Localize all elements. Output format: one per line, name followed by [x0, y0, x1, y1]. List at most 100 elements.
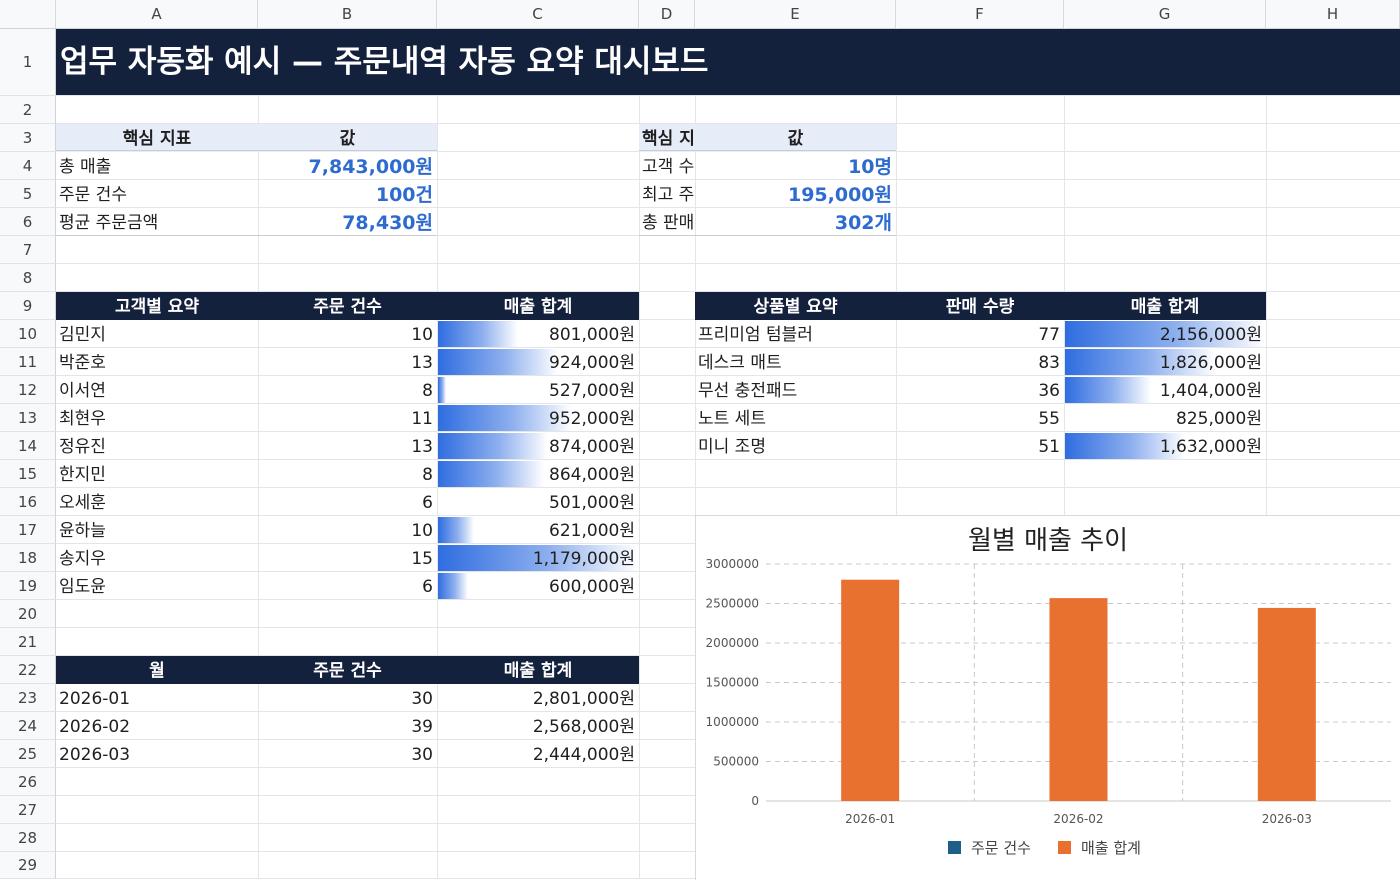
row-header-3[interactable]: 3	[0, 124, 56, 152]
product-quantity[interactable]: 55	[896, 404, 1064, 432]
kpi-value[interactable]: 195,000원	[695, 180, 896, 208]
customer-order-count[interactable]: 11	[258, 404, 437, 432]
month-sales[interactable]: 2,801,000원	[437, 684, 639, 712]
kpi-value[interactable]: 78,430원	[258, 208, 437, 236]
column-header-c[interactable]: C	[437, 0, 639, 28]
column-header-d[interactable]: D	[639, 0, 695, 28]
row-header-26[interactable]: 26	[0, 768, 56, 796]
row-header-10[interactable]: 10	[0, 320, 56, 348]
kpi-label[interactable]: 고객 수	[639, 152, 695, 180]
row-header-24[interactable]: 24	[0, 712, 56, 740]
row-header-8[interactable]: 8	[0, 264, 56, 292]
customer-order-count[interactable]: 8	[258, 376, 437, 404]
product-table-header[interactable]: 매출 합계	[1064, 292, 1266, 320]
product-name[interactable]: 노트 세트	[695, 404, 896, 432]
product-name[interactable]: 미니 조명	[695, 432, 896, 460]
row-header-29[interactable]: 29	[0, 852, 56, 879]
row-header-17[interactable]: 17	[0, 516, 56, 544]
row-header-13[interactable]: 13	[0, 404, 56, 432]
customer-table-header[interactable]: 주문 건수	[258, 292, 437, 320]
product-table-header[interactable]: 판매 수량	[896, 292, 1064, 320]
month-label[interactable]: 2026-01	[56, 684, 258, 712]
customer-name[interactable]: 윤하늘	[56, 516, 258, 544]
customer-table-header[interactable]: 매출 합계	[437, 292, 639, 320]
kpi-label[interactable]: 평균 주문금액	[56, 208, 258, 236]
row-header-25[interactable]: 25	[0, 740, 56, 768]
customer-order-count[interactable]: 13	[258, 348, 437, 376]
product-sales[interactable]: 1,632,000원	[1064, 432, 1266, 460]
kpi-value[interactable]: 10명	[695, 152, 896, 180]
customer-sales[interactable]: 527,000원	[437, 376, 639, 404]
month-table-header[interactable]: 매출 합계	[437, 656, 639, 684]
customer-sales[interactable]: 801,000원	[437, 320, 639, 348]
customer-name[interactable]: 최현우	[56, 404, 258, 432]
row-header-21[interactable]: 21	[0, 628, 56, 656]
row-header-9[interactable]: 9	[0, 292, 56, 320]
month-label[interactable]: 2026-03	[56, 740, 258, 768]
customer-sales[interactable]: 952,000원	[437, 404, 639, 432]
customer-sales[interactable]: 864,000원	[437, 460, 639, 488]
column-header-g[interactable]: G	[1064, 0, 1266, 28]
product-sales[interactable]: 1,826,000원	[1064, 348, 1266, 376]
customer-order-count[interactable]: 10	[258, 516, 437, 544]
customer-name[interactable]: 한지민	[56, 460, 258, 488]
row-header-5[interactable]: 5	[0, 180, 56, 208]
row-header-14[interactable]: 14	[0, 432, 56, 460]
kpi-header-label[interactable]: 핵심 지표	[56, 124, 258, 152]
row-header-12[interactable]: 12	[0, 376, 56, 404]
customer-order-count[interactable]: 13	[258, 432, 437, 460]
product-table-header[interactable]: 상품별 요약	[695, 292, 896, 320]
kpi-label[interactable]: 총 판매	[639, 208, 695, 236]
product-name[interactable]: 무선 충전패드	[695, 376, 896, 404]
row-header-20[interactable]: 20	[0, 600, 56, 628]
product-quantity[interactable]: 36	[896, 376, 1064, 404]
kpi-value[interactable]: 302개	[695, 208, 896, 236]
customer-name[interactable]: 김민지	[56, 320, 258, 348]
product-quantity[interactable]: 51	[896, 432, 1064, 460]
column-header-b[interactable]: B	[258, 0, 437, 28]
product-name[interactable]: 데스크 매트	[695, 348, 896, 376]
row-header-22[interactable]: 22	[0, 656, 56, 684]
product-quantity[interactable]: 83	[896, 348, 1064, 376]
column-header-e[interactable]: E	[695, 0, 896, 28]
column-header-h[interactable]: H	[1266, 0, 1400, 28]
customer-sales[interactable]: 1,179,000원	[437, 544, 639, 572]
month-sales[interactable]: 2,568,000원	[437, 712, 639, 740]
customer-order-count[interactable]: 10	[258, 320, 437, 348]
row-header-11[interactable]: 11	[0, 348, 56, 376]
row-header-6[interactable]: 6	[0, 208, 56, 236]
customer-name[interactable]: 정유진	[56, 432, 258, 460]
kpi-value[interactable]: 7,843,000원	[258, 152, 437, 180]
row-header-2[interactable]: 2	[0, 96, 56, 124]
product-name[interactable]: 프리미엄 텀블러	[695, 320, 896, 348]
customer-name[interactable]: 이서연	[56, 376, 258, 404]
customer-name[interactable]: 박준호	[56, 348, 258, 376]
kpi-label[interactable]: 총 매출	[56, 152, 258, 180]
customer-order-count[interactable]: 6	[258, 572, 437, 600]
month-label[interactable]: 2026-02	[56, 712, 258, 740]
month-order-count[interactable]: 39	[258, 712, 437, 740]
kpi-header-value[interactable]: 값	[258, 124, 437, 152]
kpi-label[interactable]: 주문 건수	[56, 180, 258, 208]
row-header-19[interactable]: 19	[0, 572, 56, 600]
product-sales[interactable]: 2,156,000원	[1064, 320, 1266, 348]
month-sales[interactable]: 2,444,000원	[437, 740, 639, 768]
column-header-a[interactable]: A	[56, 0, 258, 28]
product-quantity[interactable]: 77	[896, 320, 1064, 348]
row-header-23[interactable]: 23	[0, 684, 56, 712]
customer-name[interactable]: 오세훈	[56, 488, 258, 516]
month-order-count[interactable]: 30	[258, 684, 437, 712]
customer-sales[interactable]: 600,000원	[437, 572, 639, 600]
row-header-15[interactable]: 15	[0, 460, 56, 488]
customer-order-count[interactable]: 6	[258, 488, 437, 516]
month-order-count[interactable]: 30	[258, 740, 437, 768]
row-header-1[interactable]: 1	[0, 29, 56, 96]
row-header-16[interactable]: 16	[0, 488, 56, 516]
column-header-f[interactable]: F	[896, 0, 1064, 28]
row-header-27[interactable]: 27	[0, 796, 56, 824]
customer-sales[interactable]: 621,000원	[437, 516, 639, 544]
customer-sales[interactable]: 924,000원	[437, 348, 639, 376]
select-all-corner[interactable]	[0, 0, 56, 28]
customer-sales[interactable]: 874,000원	[437, 432, 639, 460]
